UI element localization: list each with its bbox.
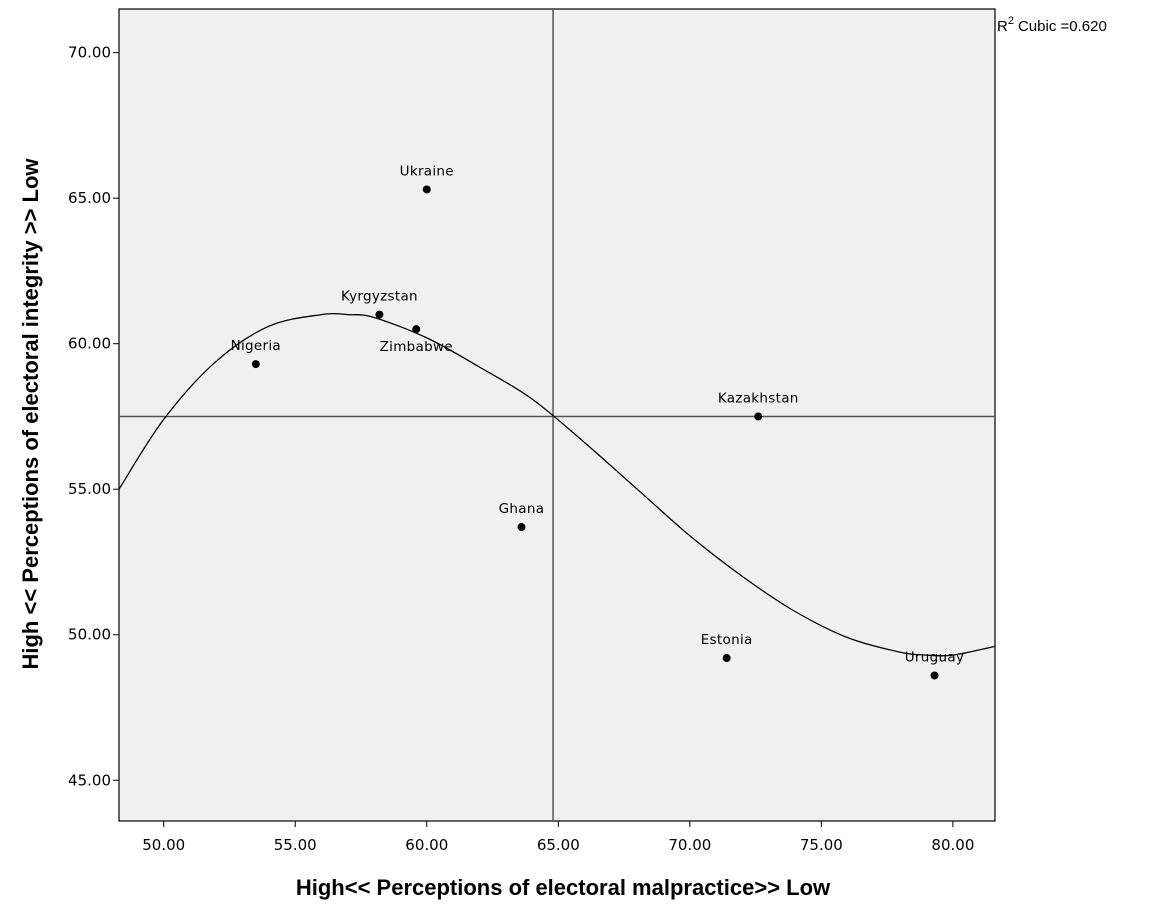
r2-label: R2 Cubic =0.620: [997, 15, 1107, 35]
x-tick-label: 50.00: [142, 836, 185, 854]
plot-area: [118, 8, 996, 822]
cubic-fit-line: [118, 312, 996, 657]
r2-superscript: 2: [1008, 15, 1014, 27]
point-label: Ghana: [499, 501, 545, 517]
x-tick-label: 60.00: [405, 836, 448, 854]
y-tick-label: 55.00: [68, 480, 111, 498]
y-tick-label: 60.00: [68, 335, 111, 353]
x-tick-label: 70.00: [668, 836, 711, 854]
x-tick-label: 75.00: [800, 836, 843, 854]
point-label: Ukraine: [400, 163, 454, 179]
y-tick-label: 65.00: [68, 189, 111, 207]
point-label: Estonia: [701, 632, 753, 648]
data-point: [722, 654, 731, 663]
y-axis-title: High << Perceptions of electoral integri…: [18, 158, 43, 670]
x-axis-title: High<< Perceptions of electoral malpract…: [296, 875, 831, 900]
data-point: [375, 310, 384, 319]
data-point: [412, 325, 421, 334]
x-tick-label: 65.00: [537, 836, 580, 854]
r2-value: Cubic =0.620: [1018, 18, 1107, 35]
point-label: Zimbabwe: [380, 339, 453, 355]
data-point: [251, 360, 260, 369]
point-label: Uruguay: [905, 649, 964, 665]
r2-prefix: R: [997, 18, 1008, 35]
data-point: [517, 523, 526, 532]
x-tick-label: 80.00: [931, 836, 974, 854]
x-tick-label: 55.00: [274, 836, 317, 854]
y-tick-label: 45.00: [68, 771, 111, 789]
point-label: Kyrgyzstan: [341, 289, 418, 305]
data-point: [754, 412, 763, 421]
data-points-group: Ukraine Kyrgyzstan Zimbabwe Nigeria Kazakhst…: [231, 163, 964, 680]
point-label: Nigeria: [231, 338, 281, 354]
axes-group: 50.00 55.00 60.00 65.00 70.00 75.00 80.00 45.00…: [68, 44, 974, 854]
point-label: Kazakhstan: [718, 390, 799, 406]
data-point: [930, 671, 939, 680]
data-point: [422, 185, 431, 194]
y-tick-label: 50.00: [68, 626, 111, 644]
y-tick-label: 70.00: [68, 44, 111, 62]
